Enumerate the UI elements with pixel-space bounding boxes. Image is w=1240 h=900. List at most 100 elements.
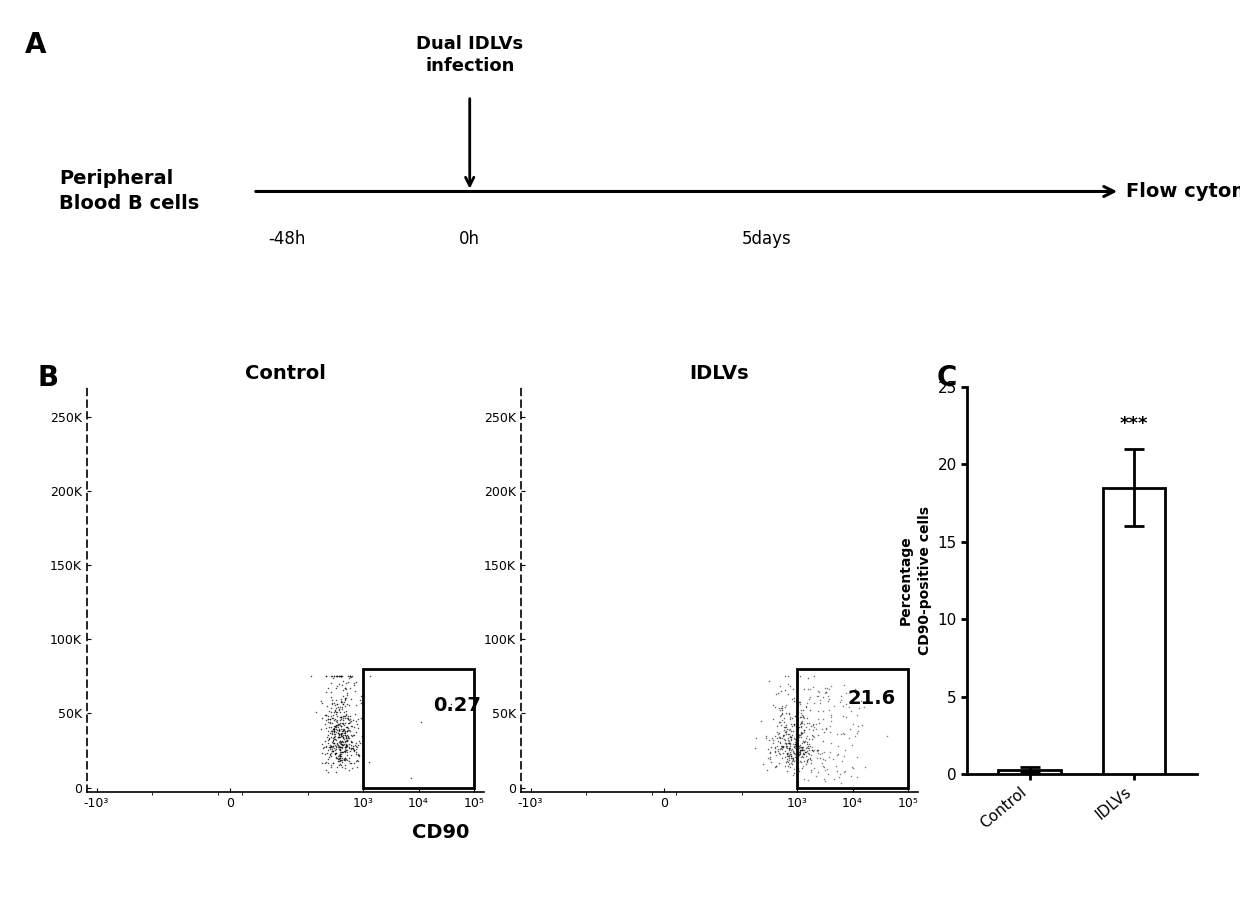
Point — [810, 693, 830, 707]
Point — [794, 772, 813, 787]
Point — [777, 722, 797, 736]
Point — [341, 691, 361, 706]
Point — [787, 744, 807, 759]
Point — [335, 716, 355, 731]
Point — [316, 707, 336, 722]
Point — [804, 720, 823, 734]
Point — [807, 765, 827, 779]
Point — [771, 751, 791, 765]
Point — [324, 743, 343, 758]
Point — [771, 741, 791, 755]
Point — [343, 728, 363, 742]
Point — [329, 727, 348, 742]
Point — [774, 723, 794, 737]
Point — [790, 697, 810, 711]
Point — [335, 698, 355, 713]
Point — [821, 707, 841, 722]
Point — [780, 727, 800, 742]
Point — [773, 713, 792, 727]
Point — [330, 747, 350, 761]
Point — [804, 696, 823, 710]
Point — [332, 753, 352, 768]
Title: Control: Control — [244, 364, 326, 382]
Text: A: A — [25, 31, 46, 58]
Point — [331, 758, 351, 772]
Point — [796, 698, 816, 713]
Text: C: C — [936, 364, 956, 392]
Point — [316, 721, 336, 735]
Point — [330, 749, 350, 763]
Point — [320, 741, 340, 755]
Point — [324, 724, 343, 738]
Point — [832, 754, 852, 769]
Point — [322, 697, 342, 711]
Point — [326, 746, 346, 760]
Point — [337, 720, 357, 734]
Point — [336, 737, 356, 751]
Point — [782, 737, 802, 751]
Point — [337, 669, 357, 683]
Point — [797, 740, 817, 754]
Point — [342, 761, 362, 776]
Text: 0.27: 0.27 — [433, 697, 481, 716]
Point — [343, 728, 363, 742]
Point — [324, 727, 343, 742]
Point — [800, 752, 820, 766]
Point — [777, 754, 797, 769]
Point — [836, 742, 856, 757]
Point — [781, 732, 801, 746]
Point — [348, 734, 368, 748]
Point — [770, 747, 790, 761]
Point — [340, 669, 360, 683]
Point — [781, 730, 801, 744]
Point — [332, 698, 352, 712]
Point — [802, 732, 822, 746]
Point — [787, 749, 807, 763]
Point — [779, 706, 799, 720]
Point — [816, 685, 836, 699]
Point — [346, 675, 366, 689]
Point — [769, 734, 789, 748]
Point — [818, 688, 838, 703]
Point — [311, 694, 331, 708]
Point — [319, 733, 339, 747]
Point — [329, 700, 348, 715]
Point — [808, 727, 828, 742]
Text: CD90: CD90 — [412, 823, 469, 842]
Point — [801, 763, 821, 778]
Point — [322, 711, 342, 725]
Point — [335, 724, 355, 738]
Point — [791, 745, 811, 760]
Point — [335, 742, 355, 756]
Point — [792, 726, 812, 741]
Point — [779, 734, 799, 748]
Point — [852, 717, 872, 732]
Point — [827, 747, 847, 761]
Point — [791, 706, 811, 720]
Point — [796, 749, 816, 763]
Point — [785, 708, 805, 723]
Point — [332, 714, 352, 728]
Point — [775, 734, 795, 748]
Point — [796, 700, 816, 715]
Point — [789, 728, 808, 742]
Point — [334, 711, 353, 725]
Point — [350, 736, 370, 751]
Point — [336, 747, 356, 761]
Point — [776, 754, 796, 769]
Point — [785, 731, 805, 745]
Point — [766, 759, 786, 773]
Point — [330, 747, 350, 761]
Point — [329, 747, 348, 761]
Point — [795, 725, 815, 740]
Point — [343, 743, 363, 758]
Point — [346, 736, 366, 751]
Point — [806, 716, 826, 731]
Point — [765, 741, 785, 755]
Point — [335, 681, 355, 696]
Point — [316, 739, 336, 753]
Point — [799, 716, 818, 730]
Point — [750, 714, 770, 728]
Point — [334, 716, 353, 731]
Point — [335, 739, 355, 753]
